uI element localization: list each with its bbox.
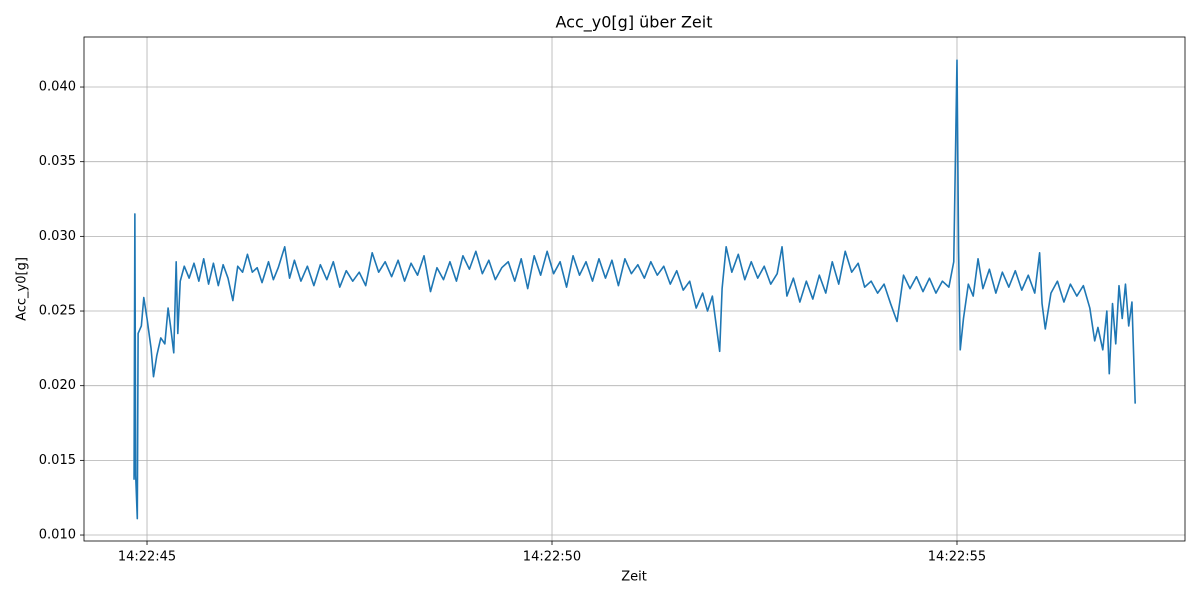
y-axis-label: Acc_y0[g] [15, 257, 30, 321]
y-tick-label: 0.010 [39, 528, 76, 543]
x-tick-label: 14:22:50 [523, 550, 581, 565]
y-tick-label: 0.025 [39, 304, 76, 319]
y-tick-label: 0.035 [39, 154, 76, 169]
x-axis-label: Zeit [621, 570, 647, 585]
y-tick-label: 0.040 [39, 80, 76, 95]
y-tick-label: 0.020 [39, 378, 76, 393]
plot-frame [83, 36, 1186, 542]
y-tick-label: 0.015 [39, 453, 76, 468]
y-tick-label: 0.030 [39, 229, 76, 244]
x-tick-label: 14:22:55 [928, 550, 986, 565]
data-line [133, 59, 1136, 520]
chart-title: Acc_y0[g] über Zeit [556, 13, 713, 33]
x-tick-label: 14:22:45 [118, 550, 176, 565]
